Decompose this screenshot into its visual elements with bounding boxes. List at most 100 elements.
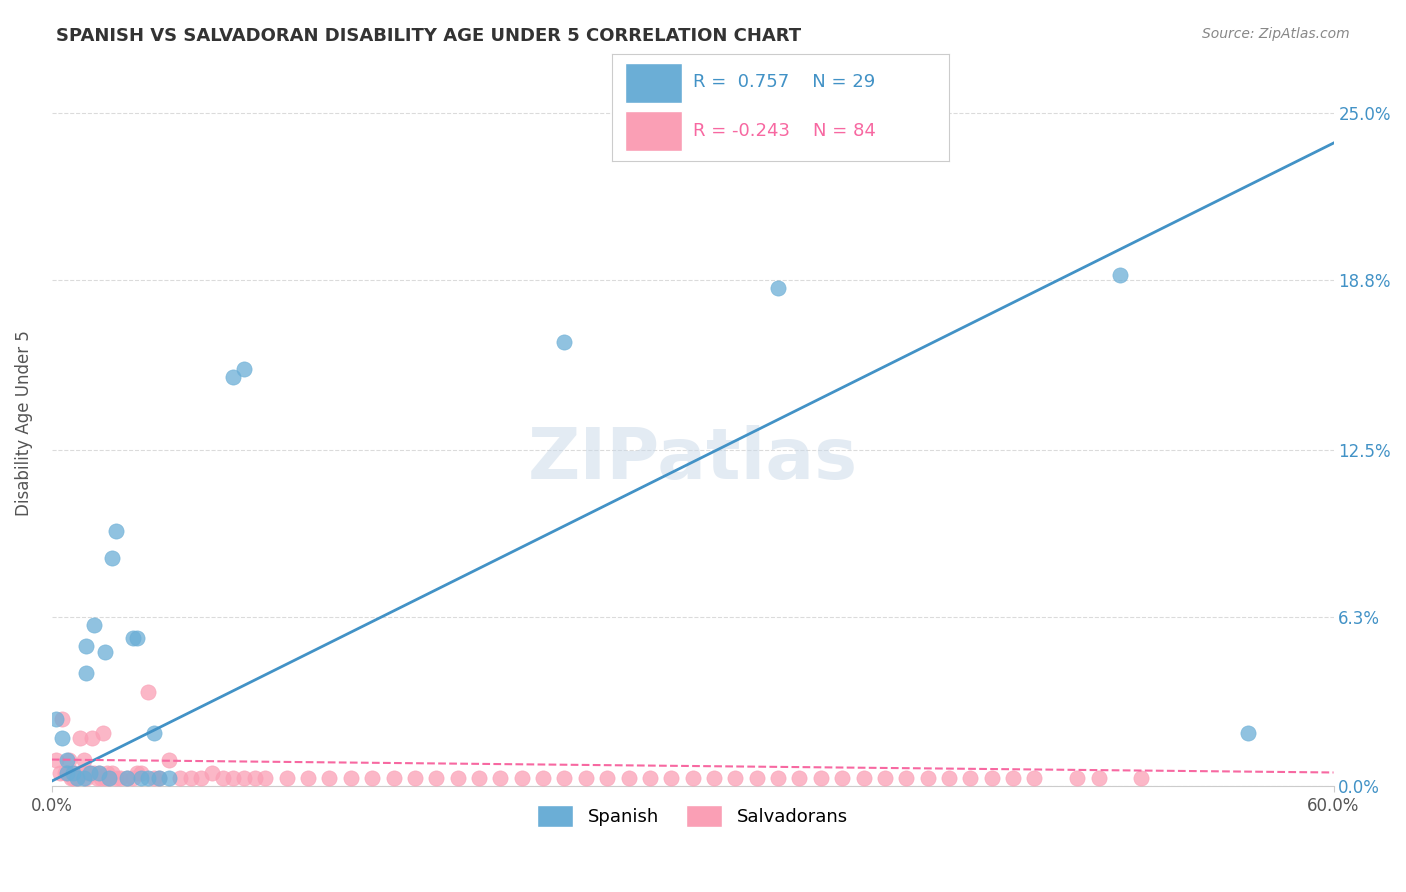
Point (157, 772, 180, 786)
Point (49, 766, 72, 780)
Point (122, 632, 145, 646)
Point (596, 772, 619, 786)
Point (575, 772, 598, 786)
Point (69, 731, 91, 745)
Point (58, 753, 80, 767)
Point (83, 766, 105, 780)
Point (87, 766, 110, 780)
Point (131, 766, 153, 780)
Point (115, 772, 138, 786)
Point (73, 772, 96, 786)
Point (222, 772, 245, 786)
Point (169, 772, 191, 786)
Point (553, 335, 575, 350)
Point (190, 772, 212, 786)
Point (45, 712, 67, 726)
Point (45, 753, 67, 767)
Text: Source: ZipAtlas.com: Source: ZipAtlas.com (1202, 27, 1350, 41)
Point (489, 772, 512, 786)
Point (83, 618, 105, 632)
Point (62, 772, 84, 786)
Point (254, 772, 277, 786)
Point (65, 766, 87, 780)
Point (122, 772, 145, 786)
Point (276, 772, 298, 786)
Point (531, 772, 554, 786)
Point (682, 772, 704, 786)
Point (75, 640, 97, 654)
Text: SPANISH VS SALVADORAN DISABILITY AGE UNDER 5 CORRELATION CHART: SPANISH VS SALVADORAN DISABILITY AGE UND… (56, 27, 801, 45)
Point (810, 772, 832, 786)
Point (96, 766, 118, 780)
Point (980, 772, 1002, 786)
Point (917, 772, 939, 786)
Point (425, 772, 447, 786)
Point (703, 772, 725, 786)
Point (100, 550, 122, 565)
Point (79, 766, 101, 780)
Point (66, 772, 89, 786)
Point (94, 772, 117, 786)
Point (382, 772, 405, 786)
Point (243, 772, 266, 786)
Point (100, 766, 122, 780)
Point (53, 766, 76, 780)
Point (1087, 772, 1109, 786)
Point (104, 772, 127, 786)
Point (318, 772, 340, 786)
Legend: Spanish, Salvadorans: Spanish, Salvadorans (529, 796, 856, 836)
Point (131, 772, 153, 786)
Point (446, 772, 468, 786)
Point (938, 772, 960, 786)
Point (724, 772, 747, 786)
Point (62, 766, 84, 780)
Point (201, 766, 224, 780)
Point (468, 772, 491, 786)
Point (82, 731, 104, 745)
Point (789, 772, 811, 786)
Point (404, 772, 426, 786)
Point (75, 772, 97, 786)
Point (959, 772, 981, 786)
Text: ZIPatlas: ZIPatlas (527, 425, 858, 494)
Point (766, 772, 789, 786)
Point (510, 772, 533, 786)
Point (745, 772, 768, 786)
Text: R =  0.757    N = 29: R = 0.757 N = 29 (693, 73, 875, 91)
Point (1237, 725, 1260, 739)
Point (148, 772, 170, 786)
Point (1109, 268, 1132, 282)
Point (136, 772, 159, 786)
Point (86, 772, 108, 786)
Point (98, 772, 121, 786)
Point (233, 772, 256, 786)
Point (77, 766, 100, 780)
Point (91, 725, 114, 739)
Point (831, 772, 853, 786)
Point (157, 753, 180, 767)
Point (766, 281, 789, 295)
Point (211, 772, 233, 786)
Point (553, 772, 575, 786)
Point (143, 772, 166, 786)
Point (59, 772, 82, 786)
FancyBboxPatch shape (626, 112, 682, 151)
FancyBboxPatch shape (626, 63, 682, 103)
Point (617, 772, 640, 786)
Point (127, 766, 149, 780)
Point (94, 645, 117, 659)
Point (51, 712, 73, 726)
Point (127, 632, 149, 646)
Point (896, 772, 918, 786)
Point (1024, 772, 1046, 786)
Point (108, 772, 131, 786)
Point (180, 772, 202, 786)
Point (233, 362, 256, 376)
Point (297, 772, 319, 786)
Point (87, 766, 110, 780)
Point (66, 772, 89, 786)
Point (73, 753, 96, 767)
Point (136, 685, 159, 699)
Point (852, 772, 875, 786)
Point (638, 772, 661, 786)
